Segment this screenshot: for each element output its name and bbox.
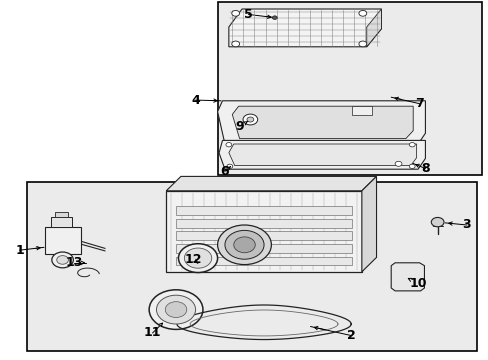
Text: 5: 5 — [244, 8, 252, 21]
Polygon shape — [366, 9, 381, 47]
Circle shape — [149, 290, 203, 329]
FancyBboxPatch shape — [217, 2, 481, 175]
FancyBboxPatch shape — [176, 231, 351, 240]
Circle shape — [224, 230, 264, 259]
Circle shape — [246, 117, 253, 122]
Text: 12: 12 — [184, 253, 202, 266]
Text: 1: 1 — [15, 244, 24, 257]
Circle shape — [408, 143, 414, 147]
Text: 7: 7 — [414, 97, 423, 110]
FancyBboxPatch shape — [166, 191, 361, 272]
Circle shape — [231, 41, 239, 47]
Text: 11: 11 — [143, 327, 161, 339]
FancyBboxPatch shape — [55, 212, 68, 217]
Text: 4: 4 — [191, 94, 200, 107]
Polygon shape — [390, 263, 424, 291]
FancyBboxPatch shape — [176, 244, 351, 253]
Circle shape — [394, 161, 401, 166]
Circle shape — [226, 164, 232, 168]
FancyBboxPatch shape — [45, 227, 81, 254]
Polygon shape — [219, 140, 425, 169]
Circle shape — [165, 302, 186, 318]
Polygon shape — [228, 9, 381, 47]
Polygon shape — [217, 101, 425, 144]
Text: 2: 2 — [346, 329, 355, 342]
Circle shape — [358, 10, 366, 16]
Circle shape — [231, 10, 239, 16]
Text: 3: 3 — [462, 219, 470, 231]
Circle shape — [408, 164, 414, 168]
FancyBboxPatch shape — [51, 217, 72, 227]
Circle shape — [178, 244, 217, 273]
Circle shape — [358, 41, 366, 47]
Text: 10: 10 — [408, 277, 426, 290]
FancyBboxPatch shape — [176, 206, 351, 215]
Circle shape — [243, 114, 257, 125]
Circle shape — [184, 248, 211, 268]
Text: 8: 8 — [420, 162, 429, 175]
Text: 6: 6 — [220, 165, 229, 178]
Polygon shape — [166, 176, 376, 191]
Circle shape — [225, 143, 231, 147]
Circle shape — [217, 225, 271, 265]
Circle shape — [430, 217, 443, 227]
Circle shape — [52, 252, 73, 268]
FancyBboxPatch shape — [176, 257, 351, 265]
Text: 9: 9 — [235, 120, 244, 133]
Circle shape — [233, 237, 255, 253]
Circle shape — [272, 16, 277, 19]
Circle shape — [156, 295, 195, 324]
FancyBboxPatch shape — [176, 219, 351, 228]
Polygon shape — [228, 144, 416, 166]
Text: 13: 13 — [65, 256, 83, 269]
Polygon shape — [351, 106, 371, 115]
Polygon shape — [232, 106, 412, 139]
Circle shape — [57, 256, 68, 264]
Polygon shape — [361, 176, 376, 272]
FancyBboxPatch shape — [27, 182, 476, 351]
